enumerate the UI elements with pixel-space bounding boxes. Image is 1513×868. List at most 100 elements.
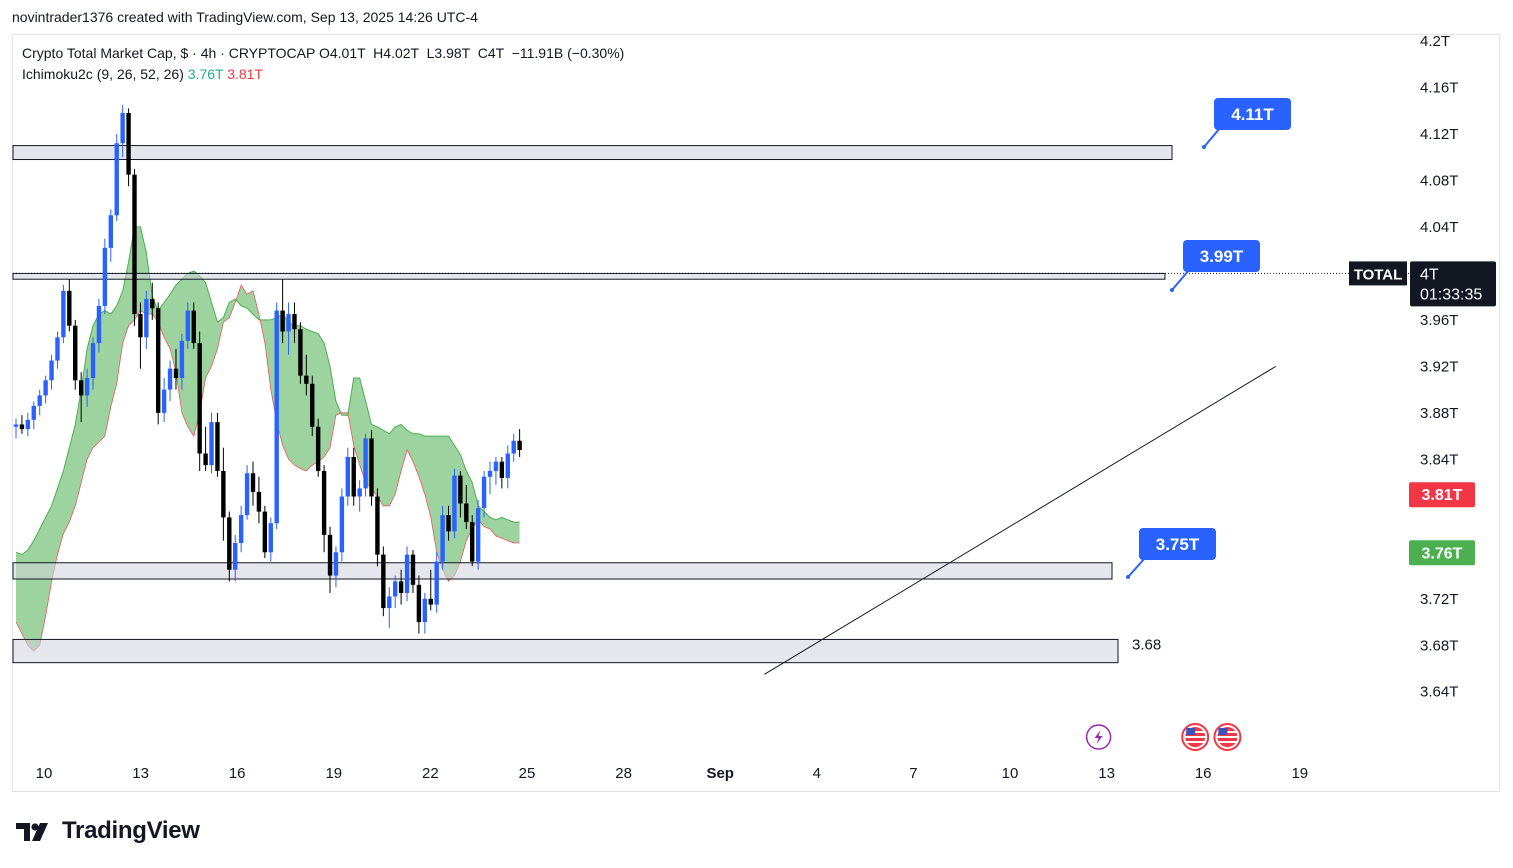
candle: [67, 279, 72, 332]
candle: [339, 488, 345, 562]
candle-body: [369, 438, 374, 497]
zone-box: [12, 638, 1119, 664]
candle: [446, 505, 451, 541]
indicator-price-badge: 3.76T: [1409, 540, 1475, 566]
time-tick: 10: [36, 765, 53, 782]
us-flag-icon[interactable]: [1213, 723, 1242, 751]
indicator-price-badge: 3.81T: [1409, 482, 1475, 508]
flag-stripe: [1217, 741, 1238, 743]
price-tag-value: 4T: [1420, 266, 1439, 283]
chart-frame: [12, 34, 1500, 792]
candle-body: [363, 438, 368, 489]
candle-body: [481, 476, 487, 509]
indicator-legend[interactable]: Ichimoku2c (9, 26, 52, 26) 3.76T 3.81T: [22, 66, 263, 82]
ichimoku-cloud-layer: [15, 226, 520, 652]
symbol-title: Crypto Total Market Cap, $ · 4h · CRYPTO…: [22, 45, 316, 61]
candle-body: [511, 440, 516, 454]
candle-body: [381, 554, 386, 609]
candle-body: [55, 337, 60, 361]
candle-body: [84, 377, 90, 396]
tradingview-logo[interactable]: TradingView: [14, 817, 200, 845]
candle: [470, 515, 475, 567]
candle: [167, 360, 173, 402]
candle-body: [67, 290, 72, 326]
candles-layer: [13, 104, 522, 634]
candle: [185, 302, 191, 349]
candle: [96, 298, 102, 353]
price-tick: 3.92T: [1420, 358, 1458, 375]
badge-box: [1409, 482, 1475, 508]
badge-label: 3.81T: [1422, 487, 1463, 504]
candle: [238, 505, 244, 553]
candle: [452, 468, 457, 539]
candle: [268, 517, 273, 562]
candle: [55, 331, 60, 369]
indicator-value-lagging: 3.81T: [227, 66, 264, 82]
candle: [19, 415, 25, 434]
candle-body: [102, 247, 108, 306]
candle-body: [375, 496, 380, 555]
badge-box: [1409, 540, 1475, 566]
callout-box: [1139, 528, 1216, 560]
price-tick: 3.88T: [1420, 405, 1458, 422]
candle-body: [244, 473, 250, 516]
candle: [387, 587, 392, 628]
us-flag-icon[interactable]: [1181, 723, 1210, 751]
candle-body: [470, 522, 475, 562]
time-tick: 28: [615, 765, 632, 782]
candle-body: [250, 473, 256, 492]
candle-body: [150, 298, 155, 309]
candle: [126, 108, 131, 187]
lightning-icon[interactable]: [1085, 724, 1112, 750]
candle: [298, 322, 303, 384]
candle-body: [458, 475, 463, 504]
price-tick: 4.2T: [1420, 33, 1450, 50]
candle-body: [256, 491, 262, 512]
price-tick: 4.12T: [1420, 126, 1458, 143]
callout-anchor: [1126, 575, 1130, 579]
candle-body: [179, 340, 185, 378]
symbol-legend[interactable]: Crypto Total Market Cap, $ · 4h · CRYPTO…: [22, 45, 624, 61]
candle-body: [25, 419, 31, 430]
candle-body: [416, 584, 422, 623]
price-tick: 3.96T: [1420, 312, 1458, 329]
candle-body: [428, 598, 433, 605]
candle-body: [446, 515, 451, 532]
candle-body: [61, 290, 66, 338]
candle-body: [203, 453, 208, 466]
candle: [227, 511, 232, 582]
ichimoku-span-b: [15, 284, 520, 652]
candle: [493, 457, 499, 485]
candle-body: [156, 308, 161, 413]
candle: [410, 549, 416, 593]
zone-box: [12, 145, 1173, 161]
candle-body: [410, 554, 416, 585]
candle: [221, 447, 226, 541]
candle-body: [452, 475, 457, 532]
candle-body: [499, 461, 505, 478]
candle-body: [345, 457, 350, 497]
candle: [13, 418, 19, 439]
callout-label: 3.75T: [1156, 535, 1200, 554]
candle-body: [315, 426, 321, 471]
zone-label: 3.68: [1132, 636, 1161, 653]
candle: [262, 505, 268, 559]
candle-body: [43, 380, 48, 396]
candle-body: [221, 470, 226, 518]
candle: [286, 302, 291, 355]
candle: [209, 412, 214, 474]
candle-body: [161, 389, 167, 413]
candle-body: [191, 310, 196, 344]
callout-box: [1183, 240, 1260, 272]
price-callout: 3.99T: [1170, 240, 1260, 292]
candle: [120, 104, 125, 158]
candle: [517, 429, 522, 458]
candle: [398, 569, 404, 605]
candle: [197, 331, 202, 471]
candle: [464, 484, 469, 530]
candle: [108, 209, 113, 262]
candle: [440, 505, 445, 570]
candle: [256, 476, 262, 524]
price-callout: 4.11T: [1202, 98, 1291, 149]
